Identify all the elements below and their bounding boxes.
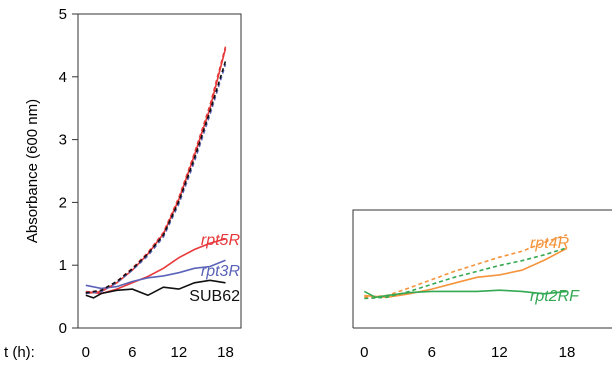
x-tick-label: 0: [82, 344, 90, 361]
x-tick-label: 12: [491, 344, 508, 361]
x-tick-label: 6: [128, 344, 136, 361]
y-tick-label: 2: [59, 194, 67, 211]
y-tick-label: 4: [59, 69, 67, 86]
series-line-curve-dashed: [85, 46, 227, 294]
x-tick-label: 6: [428, 344, 436, 361]
plot-frame-left: [77, 13, 242, 329]
plot-frame-right: [352, 209, 612, 328]
x-tick-label: 18: [217, 344, 234, 361]
y-axis-label: Absorbance (600 nm): [24, 99, 41, 243]
series-line-curve-dashed: [364, 234, 568, 299]
series-line-rpt4r: [364, 247, 568, 299]
series-line-curve: [85, 48, 227, 295]
x-tick-label: 12: [171, 344, 188, 361]
series-line-rpt2rf: [363, 289, 568, 299]
y-tick-label: 1: [59, 257, 67, 274]
legend-label-rpt2rf: rpt2RF: [530, 288, 580, 305]
right-panel: 0 6 12 18 rpt4R rpt2RF: [352, 209, 612, 361]
y-tick-label: 5: [59, 6, 67, 23]
legend-label-rpt5r: rpt5R: [201, 232, 241, 249]
legend-label-rpt4r: rpt4R: [530, 235, 570, 252]
y-tick-label: 0: [59, 320, 67, 337]
legend-label-rpt3r: rpt3R: [201, 263, 241, 280]
legend-label-sub62: SUB62: [189, 288, 240, 305]
series-line-curve-dashed: [85, 63, 227, 295]
series-line-sub62: [85, 279, 226, 299]
series-line-curve-dashed: [85, 60, 227, 294]
x-tick-label: 18: [559, 344, 576, 361]
x-axis-prefix-label: t (h):: [4, 344, 35, 361]
x-tick-label: 0: [360, 344, 368, 361]
y-tick-label: 3: [59, 132, 67, 149]
